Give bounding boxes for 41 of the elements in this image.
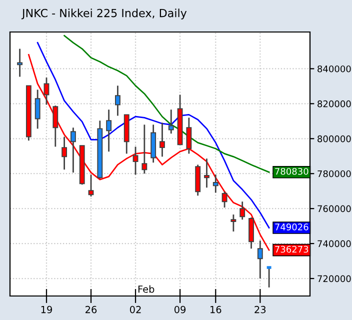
candlestick bbox=[52, 104, 58, 148]
data-label: 780830 bbox=[275, 168, 308, 175]
candlestick bbox=[17, 48, 23, 78]
y-tick-label: 720000 bbox=[318, 275, 351, 282]
y-tick-label: 840000 bbox=[318, 65, 351, 72]
candlestick bbox=[142, 124, 148, 174]
line-series bbox=[28, 54, 270, 251]
candlestick bbox=[222, 190, 228, 208]
line-series bbox=[36, 42, 270, 228]
candlestick bbox=[70, 126, 76, 174]
candlestick bbox=[62, 136, 68, 170]
candlestick bbox=[132, 146, 138, 176]
chart-title: JNKC - Nikkei 225 Index, Daily bbox=[21, 8, 187, 20]
x-tick-label: 26 bbox=[86, 306, 97, 314]
candlestick bbox=[257, 240, 263, 280]
y-tick-label: 740000 bbox=[318, 240, 351, 248]
x-tick-label: 02 bbox=[130, 306, 141, 314]
candlestick bbox=[106, 108, 112, 152]
candlestick bbox=[230, 214, 236, 232]
candlestick bbox=[160, 122, 165, 158]
candlestick bbox=[44, 76, 50, 106]
line-series bbox=[64, 34, 270, 173]
candlestick bbox=[88, 174, 94, 198]
candlestick bbox=[34, 89, 40, 130]
candlestick bbox=[115, 84, 120, 116]
x-tick-label: 19 bbox=[41, 306, 52, 314]
candlestick bbox=[168, 108, 174, 134]
x-tick-label: 09 bbox=[174, 306, 186, 314]
y-tick-label: 760000 bbox=[318, 205, 351, 212]
annotation: Feb bbox=[138, 285, 154, 293]
y-tick-label: 820000 bbox=[318, 100, 351, 108]
data-label: 736273 bbox=[275, 246, 308, 253]
y-tick-label: 800000 bbox=[318, 135, 351, 142]
candlestick bbox=[186, 116, 192, 154]
y-tick-label: 780000 bbox=[318, 170, 351, 178]
data-label: 749026 bbox=[275, 224, 308, 230]
candlestick bbox=[240, 200, 246, 220]
x-tick-label: 16 bbox=[210, 306, 222, 314]
candlestick bbox=[212, 174, 218, 194]
x-tick-label: 23 bbox=[254, 306, 266, 314]
candlestick bbox=[204, 158, 210, 188]
